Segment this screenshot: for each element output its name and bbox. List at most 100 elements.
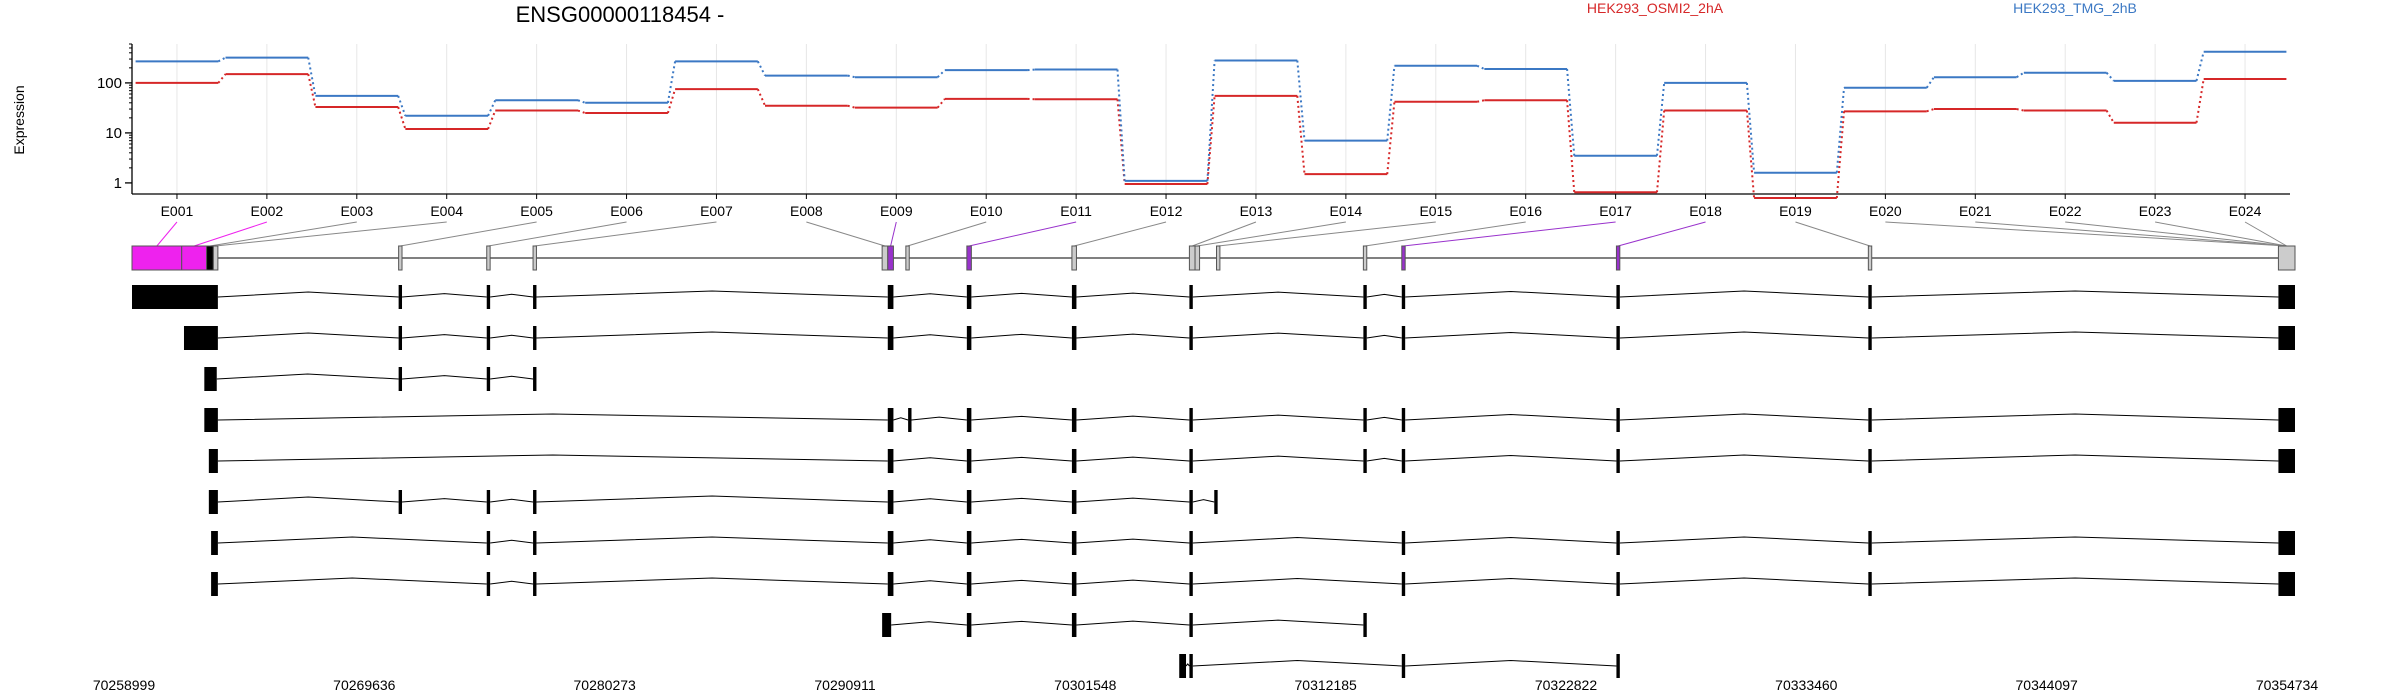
series-connector	[666, 61, 677, 103]
transcript-row	[211, 531, 2295, 555]
series-connector	[217, 73, 227, 84]
transcript-exon	[882, 613, 892, 637]
x-tick-label: E015	[1419, 203, 1452, 219]
transcript-exon	[486, 490, 491, 514]
intron-line	[217, 536, 487, 544]
exon-box	[1188, 245, 1196, 271]
exon-link-line	[1074, 221, 1167, 247]
exon-link-line	[1403, 221, 1616, 247]
transcript-exon	[966, 326, 972, 350]
intron-line	[1405, 290, 1617, 298]
transcript-exon	[2278, 326, 2295, 350]
intron-line	[490, 334, 534, 339]
series-connector	[307, 73, 317, 108]
transcript-exon	[1071, 408, 1077, 432]
x-tick-label: E022	[2049, 203, 2082, 219]
series-connector	[1386, 101, 1396, 175]
transcript-exon	[966, 613, 972, 637]
x-tick-label: E008	[790, 203, 823, 219]
transcript-exon	[533, 367, 537, 391]
intron-line	[971, 579, 1072, 585]
transcript-exon	[1363, 285, 1367, 309]
exon-link-line	[1218, 221, 1436, 247]
series-connector	[1476, 64, 1485, 70]
series-connector	[1027, 68, 1035, 72]
exon-link-line	[1795, 221, 1871, 247]
transcript-exon	[398, 285, 403, 309]
intron-line	[1076, 456, 1190, 462]
transcript-exon	[1401, 654, 1406, 678]
series-connector	[397, 95, 407, 117]
exon-box	[881, 245, 889, 271]
exon-link-line	[2065, 221, 2287, 247]
series-connector	[1835, 87, 1846, 173]
transcript-exon	[1868, 449, 1872, 473]
x-tick-label: E020	[1869, 203, 1902, 219]
transcript-exon	[1179, 654, 1187, 678]
series-connector	[1655, 82, 1666, 156]
exon-box	[887, 245, 894, 271]
intron-line	[1076, 579, 1190, 585]
transcript-exon	[966, 490, 972, 514]
series-connector	[1296, 95, 1306, 175]
genomic-axis: 70258999 70269636 70280273 70290911 70301548…	[93, 677, 2319, 693]
intron-line	[1192, 414, 1364, 421]
transcript-exon	[2278, 531, 2295, 555]
exon-box	[131, 245, 183, 271]
intron-line	[1871, 577, 2279, 585]
transcript-exon	[1189, 285, 1193, 309]
exon-link-line	[209, 221, 357, 247]
transcript-exon	[2278, 572, 2295, 596]
intron-line	[217, 413, 888, 421]
intron-line	[1619, 331, 1869, 339]
intron-line	[971, 538, 1072, 544]
intron-line	[893, 539, 967, 544]
x-tick-label: E010	[970, 203, 1003, 219]
series-connector	[217, 56, 226, 63]
series-connector	[307, 57, 317, 97]
exon-box	[212, 245, 219, 271]
transcript-exon	[966, 531, 972, 555]
intron-line	[1076, 620, 1190, 626]
intron-line	[971, 620, 1072, 626]
x-tick-label: E017	[1599, 203, 1632, 219]
exon-link-line	[1192, 221, 1257, 247]
transcript-row	[1179, 654, 1620, 678]
intron-line	[1871, 413, 2279, 421]
intron-line	[490, 539, 534, 544]
intron-line	[893, 457, 967, 462]
transcript-exon	[533, 285, 537, 309]
intron-line	[1871, 331, 2279, 339]
series-connector	[847, 104, 856, 109]
intron-line	[490, 580, 534, 585]
intron-line	[1366, 416, 1402, 421]
transcript-exon	[211, 572, 218, 596]
transcript-exon	[1401, 326, 1406, 350]
genomic-tick-label: 70280273	[574, 677, 637, 693]
x-tick-label: E009	[880, 203, 913, 219]
intron-line	[1192, 332, 1364, 339]
exon-box	[966, 245, 972, 271]
exon-box	[1194, 245, 1201, 271]
exon-box	[1401, 245, 1406, 271]
exon-box	[206, 245, 214, 271]
intron-line	[401, 375, 487, 380]
exon-box	[1867, 245, 1873, 271]
transcript-exon	[533, 531, 537, 555]
intron-line	[893, 417, 909, 421]
exon-link-line	[907, 221, 987, 247]
transcript-exon	[208, 449, 218, 473]
transcript-row	[204, 367, 537, 391]
intron-line	[911, 416, 967, 421]
x-tick-label: E019	[1779, 203, 1812, 219]
exon-box	[1216, 245, 1221, 271]
transcript-exon	[966, 408, 972, 432]
transcript-exon	[1868, 285, 1872, 309]
transcript-exon	[1071, 326, 1077, 350]
exon-link-line	[2155, 221, 2287, 247]
intron-line	[217, 454, 888, 462]
series-connector	[666, 88, 677, 114]
series-connector	[2195, 78, 2205, 123]
exon-link-line	[1197, 221, 1346, 247]
exon-link-line	[1617, 221, 1706, 247]
